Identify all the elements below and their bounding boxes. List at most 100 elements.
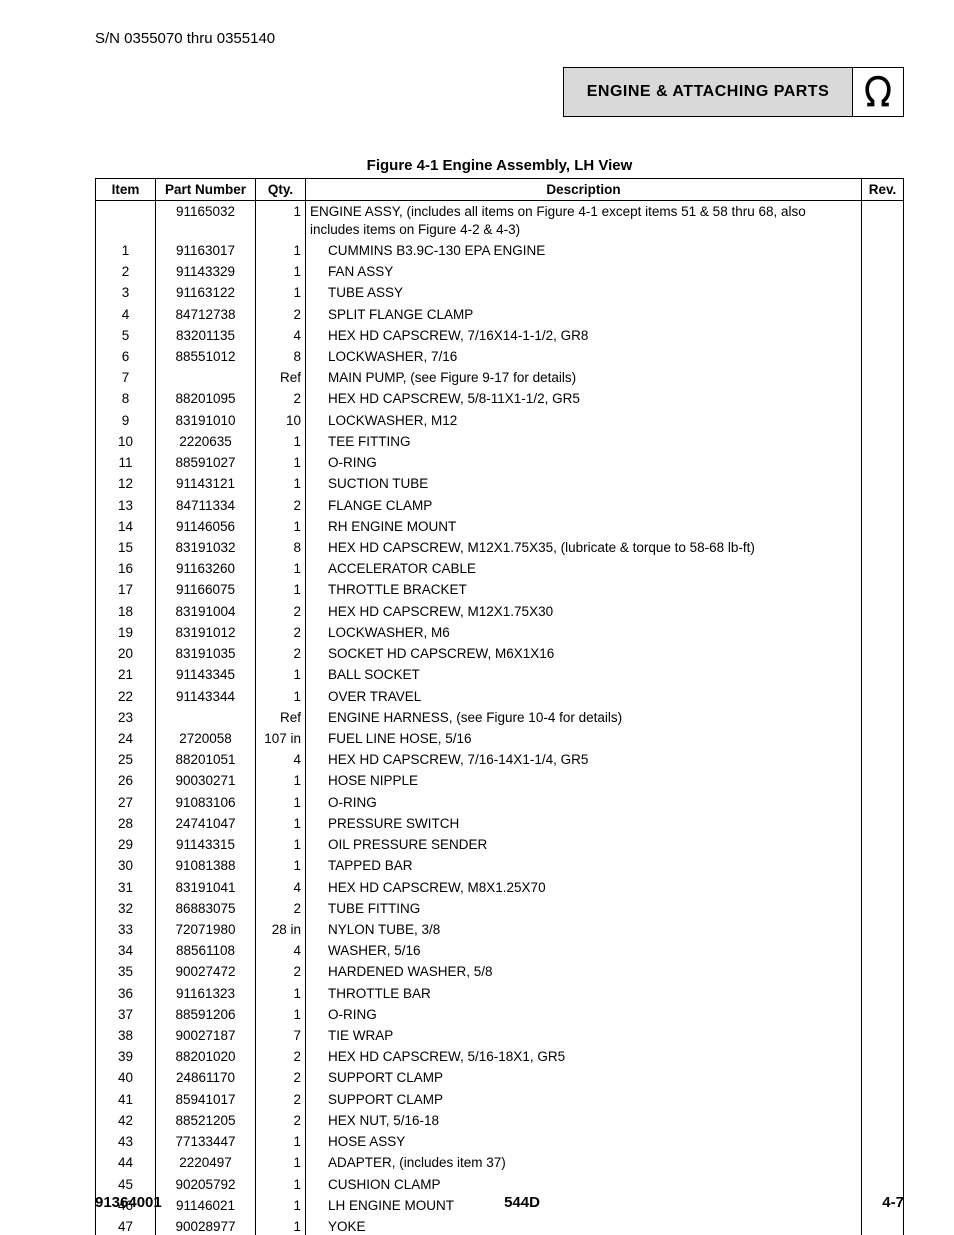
cell-item: 27 [96, 792, 156, 813]
cell-rev [862, 410, 904, 431]
cell-part-number: 77133447 [156, 1132, 256, 1153]
cell-description: CUSHION CLAMP [306, 1174, 862, 1195]
cell-description: O-RING [306, 1004, 862, 1025]
col-rev: Rev. [862, 179, 904, 201]
cell-rev [862, 474, 904, 495]
cell-rev [862, 1068, 904, 1089]
cell-part-number: 91143345 [156, 665, 256, 686]
cell-part-number: 88591027 [156, 453, 256, 474]
table-row: 35900274722HARDENED WASHER, 5/8 [96, 962, 904, 983]
cell-rev [862, 601, 904, 622]
cell-qty: 1 [256, 813, 306, 834]
cell-description: HEX HD CAPSCREW, 5/16-18X1, GR5 [306, 1047, 862, 1068]
cell-rev [862, 835, 904, 856]
cell-rev [862, 347, 904, 368]
cell-description: HEX NUT, 5/16-18 [306, 1110, 862, 1131]
cell-description: ENGINE HARNESS, (see Figure 10-4 for det… [306, 707, 862, 728]
cell-description: SUPPORT CLAMP [306, 1089, 862, 1110]
cell-part-number: 88591206 [156, 1004, 256, 1025]
cell-item: 33 [96, 919, 156, 940]
cell-rev [862, 962, 904, 983]
table-row: 19831910122LOCKWASHER, M6 [96, 622, 904, 643]
cell-description: OVER TRAVEL [306, 686, 862, 707]
cell-part-number: 91143315 [156, 835, 256, 856]
cell-rev [862, 792, 904, 813]
cell-description: MAIN PUMP, (see Figure 9-17 for details) [306, 368, 862, 389]
cell-qty: 1 [256, 201, 306, 241]
col-part-number: Part Number [156, 179, 256, 201]
table-row: 20831910352SOCKET HD CAPSCREW, M6X1X16 [96, 644, 904, 665]
cell-part-number: 83191004 [156, 601, 256, 622]
cell-description: OIL PRESSURE SENDER [306, 835, 862, 856]
table-row: 1022206351TEE FITTING [96, 431, 904, 452]
cell-rev [862, 919, 904, 940]
cell-rev [862, 559, 904, 580]
table-row: 23RefENGINE HARNESS, (see Figure 10-4 fo… [96, 707, 904, 728]
table-row: 37885912061O-RING [96, 1004, 904, 1025]
table-row: 14911460561RH ENGINE MOUNT [96, 516, 904, 537]
cell-part-number: 88561108 [156, 941, 256, 962]
cell-item: 32 [96, 898, 156, 919]
cell-rev [862, 538, 904, 559]
table-row: 31831910414HEX HD CAPSCREW, M8X1.25X70 [96, 877, 904, 898]
cell-rev [862, 516, 904, 537]
cell-part-number: 88551012 [156, 347, 256, 368]
cell-item: 26 [96, 771, 156, 792]
cell-rev [862, 622, 904, 643]
cell-item: 20 [96, 644, 156, 665]
cell-description: HEX HD CAPSCREW, 7/16-14X1-1/4, GR5 [306, 750, 862, 771]
cell-item: 41 [96, 1089, 156, 1110]
table-row: 39882010202HEX HD CAPSCREW, 5/16-18X1, G… [96, 1047, 904, 1068]
cell-qty: 1 [256, 559, 306, 580]
table-row: 5832011354HEX HD CAPSCREW, 7/16X14-1-1/2… [96, 325, 904, 346]
table-row: 29911433151OIL PRESSURE SENDER [96, 835, 904, 856]
cell-qty: 2 [256, 622, 306, 643]
cell-part-number: 91083106 [156, 792, 256, 813]
cell-part-number: 91143121 [156, 474, 256, 495]
cell-description: FLANGE CLAMP [306, 495, 862, 516]
cell-part-number [156, 707, 256, 728]
cell-description: ACCELERATOR CABLE [306, 559, 862, 580]
cell-rev [862, 240, 904, 261]
cell-item: 17 [96, 580, 156, 601]
cell-item: 39 [96, 1047, 156, 1068]
cell-qty: 2 [256, 898, 306, 919]
cell-item: 47 [96, 1217, 156, 1235]
cell-description: HEX HD CAPSCREW, M8X1.25X70 [306, 877, 862, 898]
cell-description: SOCKET HD CAPSCREW, M6X1X16 [306, 644, 862, 665]
cell-part-number: 83191041 [156, 877, 256, 898]
cell-qty: 1 [256, 453, 306, 474]
cell-item: 4 [96, 304, 156, 325]
section-bar: ENGINE & ATTACHING PARTS [95, 67, 904, 117]
table-row: 242720058107 inFUEL LINE HOSE, 5/16 [96, 728, 904, 749]
cell-item: 6 [96, 347, 156, 368]
cell-qty: 2 [256, 601, 306, 622]
cell-part-number: 83191035 [156, 644, 256, 665]
cell-qty: Ref [256, 368, 306, 389]
cell-part-number: 83191010 [156, 410, 256, 431]
cell-item: 36 [96, 983, 156, 1004]
cell-description: CUMMINS B3.9C-130 EPA ENGINE [306, 240, 862, 261]
cell-rev [862, 898, 904, 919]
cell-qty: 1 [256, 665, 306, 686]
table-row: 47900289771YOKE [96, 1217, 904, 1235]
cell-rev [862, 813, 904, 834]
cell-description: TEE FITTING [306, 431, 862, 452]
table-row: 30910813881TAPPED BAR [96, 856, 904, 877]
cell-description: TUBE ASSY [306, 283, 862, 304]
cell-item: 34 [96, 941, 156, 962]
cell-description: TIE WRAP [306, 1026, 862, 1047]
cell-qty: 4 [256, 750, 306, 771]
cell-part-number: 90027472 [156, 962, 256, 983]
table-row: 28247410471PRESSURE SWITCH [96, 813, 904, 834]
cell-part-number: 2220635 [156, 431, 256, 452]
cell-qty: 10 [256, 410, 306, 431]
section-title: ENGINE & ATTACHING PARTS [563, 67, 853, 117]
cell-item: 38 [96, 1026, 156, 1047]
cell-part-number: 24741047 [156, 813, 256, 834]
cell-qty: 2 [256, 495, 306, 516]
cell-part-number: 90030271 [156, 771, 256, 792]
cell-qty: 1 [256, 1217, 306, 1235]
cell-description: FUEL LINE HOSE, 5/16 [306, 728, 862, 749]
cell-rev [862, 1174, 904, 1195]
